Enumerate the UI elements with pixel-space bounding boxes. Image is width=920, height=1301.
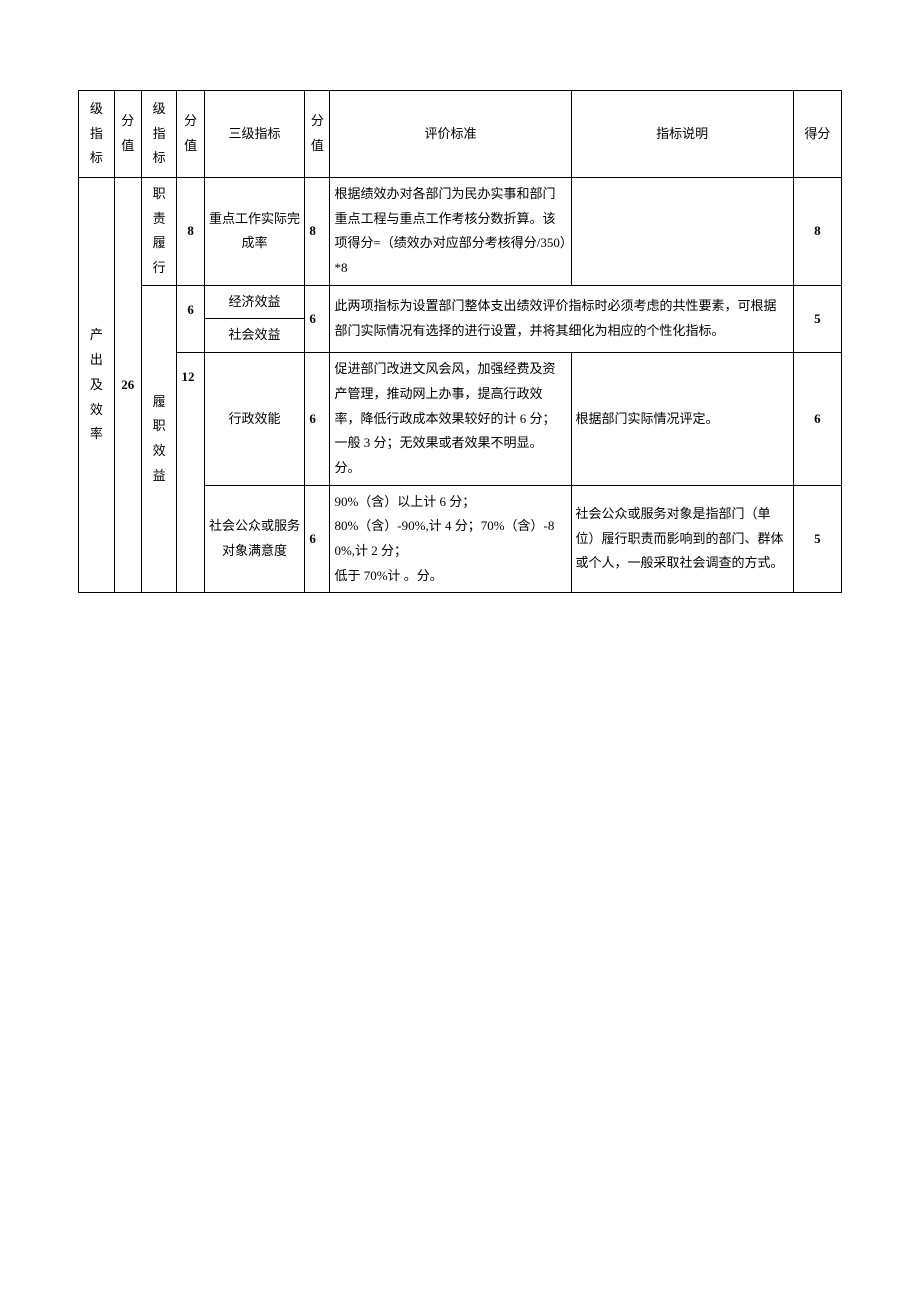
hdr-result: 得分 [793,91,841,178]
r3-result: 6 [793,353,841,485]
r3-criteria: 促进部门改进文风会风，加强经费及资产管理，推动网上办事，提高行政效率，降低行政成… [330,353,571,485]
hdr-lvl3: 三级指标 [204,91,305,178]
r4-lvl3: 社会公众或服务对象满意度 [204,485,305,593]
r1-desc [571,178,793,286]
lvl2b-name: 履职效益 [141,285,177,593]
r2b-lvl3: 社会效益 [204,319,305,353]
r4-result: 5 [793,485,841,593]
r3-lvl3: 行政效能 [204,353,305,485]
evaluation-table: 级指标 分值 级指标 分值 三级指标 分值 评价标准 指标说明 得分 产出及效率… [78,90,842,593]
lvl1-name: 产出及效率 [79,178,115,593]
table-row: 产出及效率 26 职责履行 8 重点工作实际完成率 8 根据绩效办对各部门为民办… [79,178,842,286]
r4-criteria: 90%（含）以上计 6 分； 80%（含）-90%,计 4 分；70%（含）-8… [330,485,571,593]
r4-score3: 6 [305,485,330,593]
r3-score3: 6 [305,353,330,485]
table-row: 12 行政效能 6 促进部门改进文风会风，加强经费及资产管理，推动网上办事，提高… [79,353,842,485]
r1-score3: 8 [305,178,330,286]
r1-lvl3: 重点工作实际完成率 [204,178,305,286]
page-container: 级指标 分值 级指标 分值 三级指标 分值 评价标准 指标说明 得分 产出及效率… [0,0,920,1301]
r2-criteria: 此两项指标为设置部门整体支出绩效评价指标时必须考虑的共性要素，可根据部门实际情况… [330,285,793,352]
hdr-desc: 指标说明 [571,91,793,178]
r1-result: 8 [793,178,841,286]
lvl2b-score-top: 6 [177,285,204,352]
hdr-lvl1: 级指标 [79,91,115,178]
table-row: 履职效益 6 经济效益 6 此两项指标为设置部门整体支出绩效评价指标时必须考虑的… [79,285,842,319]
r3-desc: 根据部门实际情况评定。 [571,353,793,485]
lvl2b-score-bottom: 12 [177,353,204,593]
hdr-lvl2: 级指标 [141,91,177,178]
lvl2a-name: 职责履行 [141,178,177,286]
hdr-score3: 分值 [305,91,330,178]
hdr-score1: 分值 [114,91,141,178]
hdr-score2: 分值 [177,91,204,178]
r4-desc: 社会公众或服务对象是指部门（单位）履行职责而影响到的部门、群体或个人，一般采取社… [571,485,793,593]
hdr-criteria: 评价标准 [330,91,571,178]
lvl1-score: 26 [114,178,141,593]
table-header-row: 级指标 分值 级指标 分值 三级指标 分值 评价标准 指标说明 得分 [79,91,842,178]
lvl2a-score: 8 [177,178,204,286]
r2-result: 5 [793,285,841,352]
r2a-lvl3: 经济效益 [204,285,305,319]
r2-score3: 6 [305,285,330,352]
r1-criteria: 根据绩效办对各部门为民办实事和部门重点工程与重点工作考核分数折算。该项得分=（绩… [330,178,571,286]
